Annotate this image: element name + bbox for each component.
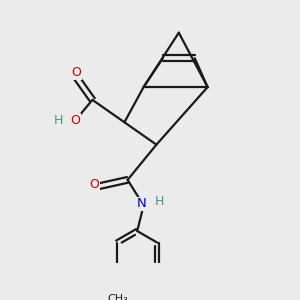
Text: O: O [89,178,99,191]
Text: CH₃: CH₃ [108,293,128,300]
Text: O: O [71,66,81,79]
Text: O: O [70,114,80,127]
Text: H: H [54,114,64,127]
Text: H: H [155,195,164,208]
Text: N: N [137,197,147,210]
